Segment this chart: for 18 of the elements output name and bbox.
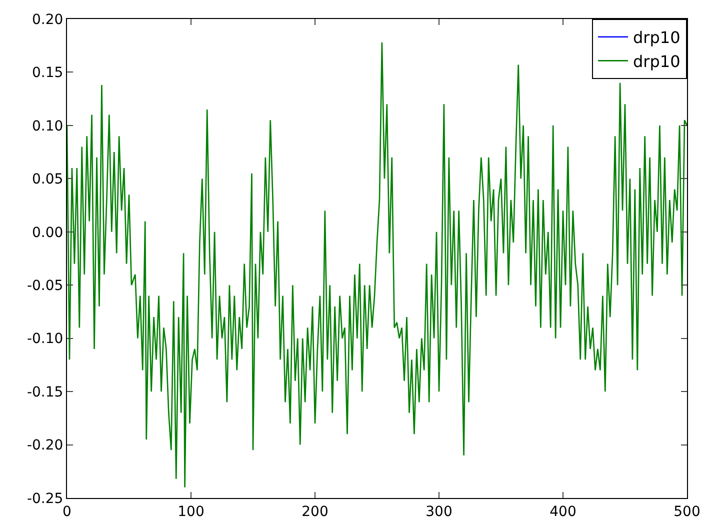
x-tick-label: 200 (302, 504, 328, 520)
y-tick-label: 0.05 (32, 172, 64, 188)
y-tick-label: -0.15 (26, 384, 64, 400)
x-tick-label: 500 (674, 504, 700, 520)
x-tick-label: 400 (550, 504, 576, 520)
y-tick-label: -0.05 (26, 278, 64, 294)
y-tick-label: 0.10 (32, 118, 64, 134)
legend-label: drp10 (633, 52, 680, 71)
x-tick-label: 100 (178, 504, 204, 520)
y-tick-label: 0.15 (32, 65, 64, 82)
y-tick-label: -0.10 (26, 331, 64, 348)
y-tick-label: 0.20 (32, 12, 64, 28)
x-tick-label: 300 (426, 504, 452, 520)
y-tick-label: -0.25 (26, 490, 64, 507)
legend-label: drp10 (633, 28, 680, 48)
y-tick-label: -0.20 (26, 438, 64, 454)
x-tick-label: 0 (62, 504, 72, 520)
y-tick-label: 0.00 (32, 224, 64, 241)
